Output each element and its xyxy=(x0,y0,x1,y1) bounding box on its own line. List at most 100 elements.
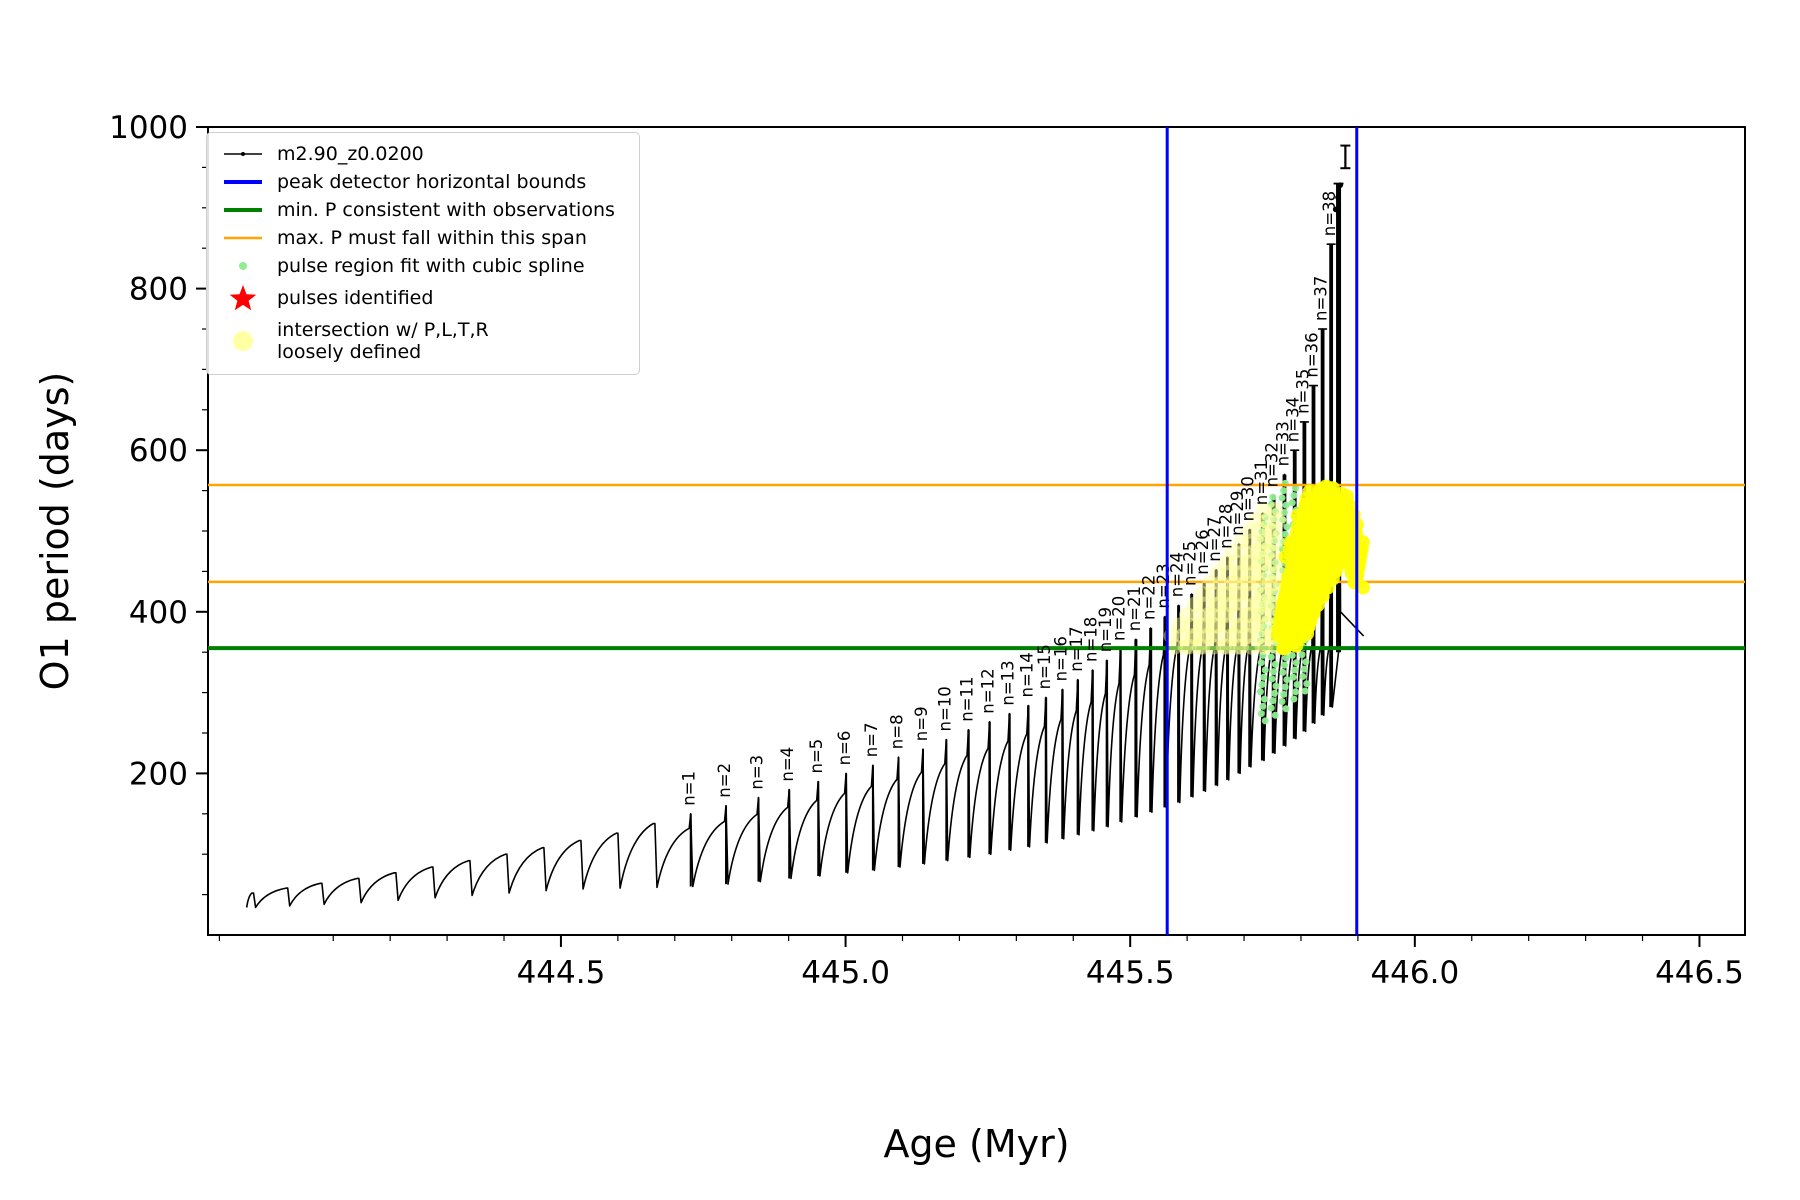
spline-dot xyxy=(1271,711,1279,719)
intersection-pale-dot xyxy=(1226,628,1243,645)
spline-dot xyxy=(1260,593,1268,601)
orange-line-marker xyxy=(219,229,267,247)
spline-dot xyxy=(1268,522,1276,530)
intersection-pale-dot xyxy=(1243,533,1260,550)
spline-dot xyxy=(1260,622,1268,630)
intersection-pale-dot xyxy=(1188,628,1205,645)
legend-label: peak detector horizontal bounds xyxy=(277,171,587,193)
legend-label: min. P consistent with observations xyxy=(277,199,615,221)
intersection-pale-dot xyxy=(1246,596,1263,613)
intersection-pale-dot xyxy=(1265,523,1282,539)
intersection-pale-dot xyxy=(1265,575,1282,592)
intersection-pale-dot xyxy=(1194,586,1211,603)
intersection-pale-dot xyxy=(1202,628,1219,645)
spline-dot xyxy=(1272,682,1280,690)
intersection-pale-dot xyxy=(1200,607,1217,624)
legend-label: intersection w/ P,L,T,R xyxy=(277,319,489,341)
intersection-pale-dot xyxy=(1236,596,1253,613)
spline-dot xyxy=(1259,601,1267,609)
intersection-pale-dot xyxy=(1219,638,1236,655)
pulse-label: n=22 xyxy=(1140,575,1159,620)
spline-dot xyxy=(1259,651,1267,659)
pulse-label: n=13 xyxy=(999,660,1018,705)
spline-dot xyxy=(1280,690,1288,698)
spline-dot xyxy=(1303,680,1311,688)
legend-entry-spline: pulse region fit with cubic spline xyxy=(219,255,627,277)
intersection-pale-dot xyxy=(1249,544,1266,561)
intersection-pale-dot xyxy=(1252,607,1269,624)
intersection-pale-dot xyxy=(1225,544,1242,561)
pulse-label: n=11 xyxy=(958,677,977,722)
pulse-label: n=25 xyxy=(1181,541,1200,586)
spline-dot xyxy=(1261,615,1269,623)
spline-dot xyxy=(1283,676,1291,684)
intersection-pale-dot xyxy=(1249,596,1266,613)
spline-dot xyxy=(1269,595,1277,603)
spline-dot xyxy=(1260,521,1268,529)
intersection-pale-dot xyxy=(1233,533,1250,550)
intersection-pale-dot xyxy=(1220,565,1237,582)
spline-dot xyxy=(1302,658,1310,666)
spline-dot xyxy=(1256,535,1264,543)
intersection-pale-dot xyxy=(1239,554,1256,571)
spline-dot xyxy=(1280,508,1288,516)
y-tick-label: 800 xyxy=(129,272,188,308)
pulse-label: n=9 xyxy=(912,706,931,741)
intersection-pale-dot xyxy=(1166,638,1183,655)
yellow-circle-marker xyxy=(219,328,267,354)
spline-dot xyxy=(1290,695,1298,703)
x-tick-label: 445.5 xyxy=(1086,955,1175,991)
spline-dot xyxy=(1280,661,1288,669)
pulse-label: n=19 xyxy=(1096,607,1115,652)
spline-dot xyxy=(1260,673,1268,681)
intersection-pale-dot xyxy=(1223,628,1240,645)
intersection-blob xyxy=(1163,479,1370,656)
axes: 444.5 445.0 445.5 446.0 446.5 200 400 600 800 100… xyxy=(109,110,1746,991)
intersection-pale-dot xyxy=(1212,575,1229,592)
peak-point xyxy=(1332,206,1339,213)
pulse-label: n=12 xyxy=(979,668,998,713)
intersection-pale-dot xyxy=(1252,554,1269,571)
intersection-pale-dot xyxy=(1251,523,1268,539)
legend-label: pulse region fit with cubic spline xyxy=(277,255,585,277)
spline-dot xyxy=(1257,659,1265,667)
intersection-pale-dot xyxy=(1211,596,1228,613)
pulse-label: n=26 xyxy=(1193,529,1212,574)
spline-dot xyxy=(1257,608,1265,616)
spline-dot xyxy=(1293,681,1301,689)
spline-dot xyxy=(1269,544,1277,552)
intersection-pale-dot xyxy=(1234,565,1251,582)
intersection-pale-dot xyxy=(1229,638,1246,655)
intersection-pale-dot xyxy=(1215,638,1232,655)
pulse-label: n=15 xyxy=(1035,644,1054,689)
spline-dot xyxy=(1298,651,1306,659)
spline-dot xyxy=(1271,660,1279,668)
intersection-pale-dot xyxy=(1239,607,1256,624)
intersection-pale-dot xyxy=(1233,638,1250,655)
spline-dot xyxy=(1272,529,1280,537)
intersection-pale-dot xyxy=(1257,586,1274,603)
spline-dot xyxy=(1288,499,1296,507)
y-tick-label: 1000 xyxy=(109,110,188,146)
green-line-marker xyxy=(219,201,267,219)
spline-dot xyxy=(1267,704,1275,712)
x-tick-label: 446.5 xyxy=(1655,955,1744,991)
intersection-pale-dot xyxy=(1177,638,1194,655)
intersection-pale-dot xyxy=(1234,617,1251,634)
spline-dot xyxy=(1299,672,1307,680)
pulse-label: n=28 xyxy=(1217,504,1236,549)
spline-dot xyxy=(1282,501,1290,509)
intersection-pale-dot xyxy=(1231,565,1248,582)
intersection-pale-dot xyxy=(1251,628,1268,645)
intersection-pale-dot xyxy=(1240,575,1257,592)
intersection-pale-dot xyxy=(1258,512,1275,529)
pulse-label: n=1 xyxy=(680,771,699,806)
pulse-label: n=17 xyxy=(1067,626,1086,671)
pulse-label: n=5 xyxy=(807,739,826,774)
intersection-pale-dot xyxy=(1205,586,1222,603)
intersection-pale-dot xyxy=(1215,586,1232,603)
pulse-label: n=37 xyxy=(1312,276,1331,321)
intersection-pale-dot xyxy=(1236,544,1253,561)
intersection-pale-dot xyxy=(1254,533,1271,550)
